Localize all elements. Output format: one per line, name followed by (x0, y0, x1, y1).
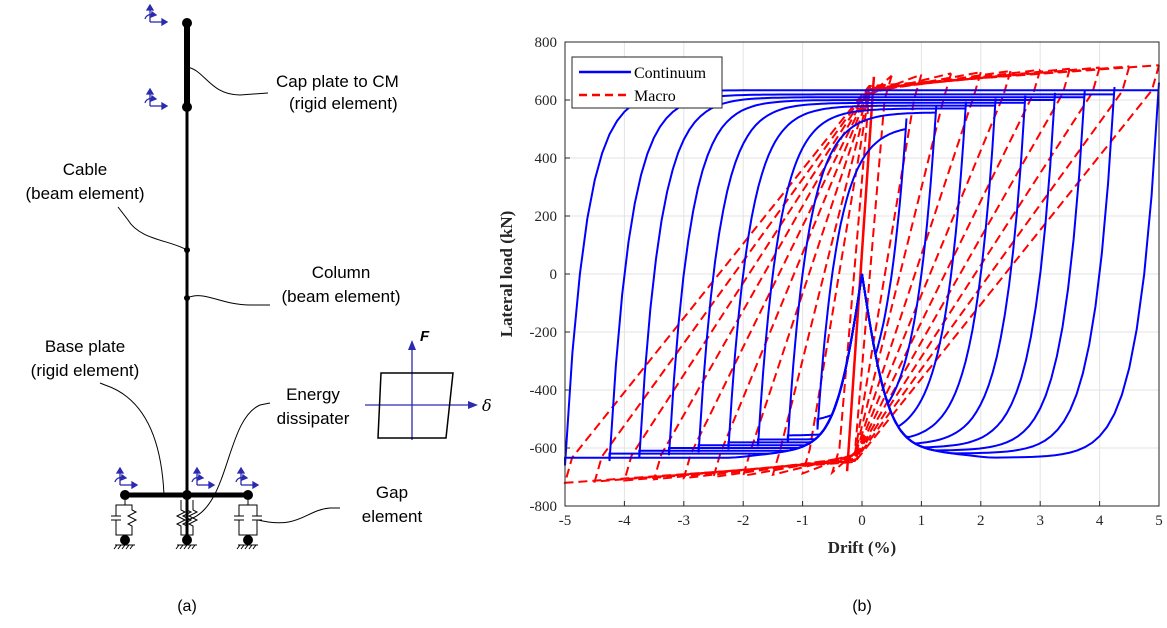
x-tick-label: -3 (678, 513, 691, 529)
y-tick-label: -200 (530, 325, 558, 341)
label-column-1: Column (312, 263, 371, 282)
label-cap-plate-2: (rigid element) (289, 94, 398, 113)
x-tick-label: 4 (1096, 513, 1104, 529)
gap-element-right (234, 500, 262, 540)
x-axis-label: Drift (%) (828, 538, 896, 557)
label-base-plate-1: Base plate (45, 337, 125, 356)
node-base-center (182, 490, 192, 500)
macro-loop (623, 66, 1101, 482)
legend-macro-label: Macro (634, 88, 676, 105)
y-tick-label: 600 (535, 93, 558, 109)
displacement-symbol: δ (482, 396, 492, 415)
node-base-right (243, 490, 253, 500)
y-tick-label: 0 (550, 267, 558, 283)
gap-element-left (111, 500, 138, 540)
continuum-loop (816, 118, 908, 430)
x-tick-label: 0 (858, 513, 866, 529)
ground-hatch (113, 544, 258, 550)
y-tick-label: -400 (530, 383, 558, 399)
node-ground-center (182, 535, 192, 545)
hysteresis-chart: -5 -4 -3 -2 -1 0 1 2 3 4 5 -800 -600 -400 -200 0 200 400 6… (497, 35, 1163, 615)
x-tick-label: 5 (1155, 513, 1163, 529)
label-cable-2: (beam element) (25, 184, 144, 203)
legend-box (571, 56, 723, 109)
y-tick-label: 200 (535, 209, 558, 225)
model-diagram: Cap plate to CM (rigid element) Cable (b… (25, 3, 492, 615)
x-tick-label: -1 (796, 513, 809, 529)
x-tick-label: -5 (559, 513, 572, 529)
legend: Continuum Macro (571, 56, 723, 109)
panel-label-b: (b) (852, 598, 872, 615)
label-cable-1: Cable (63, 160, 107, 179)
label-cap-plate-1: Cap plate to CM (276, 72, 399, 91)
leader-lines (99, 66, 340, 524)
y-tick-label: -800 (530, 499, 558, 515)
macro-loop (652, 67, 1071, 481)
label-gap-1: Gap (376, 483, 408, 502)
panel-label-a: (a) (177, 598, 197, 615)
label-energy-2: dissipater (277, 409, 350, 428)
dof-arrows-icon (114, 3, 260, 490)
y-axis-label: Lateral load (kN) (497, 211, 516, 338)
label-energy-1: Energy (286, 385, 340, 404)
energy-dissipater-spring (175, 500, 199, 536)
label-gap-2: element (362, 507, 423, 526)
node-cap (182, 102, 192, 112)
force-symbol: F (420, 328, 430, 345)
x-tick-label: 2 (977, 513, 985, 529)
x-tick-label: 1 (918, 513, 926, 529)
label-column-2: (beam element) (281, 287, 400, 306)
legend-continuum-label: Continuum (634, 65, 707, 82)
macro-loop (682, 68, 1042, 480)
y-tick-label: -600 (530, 441, 558, 457)
x-tick-label: -2 (737, 513, 750, 529)
x-tick-label: -4 (618, 513, 631, 529)
node-base-left (120, 490, 130, 500)
ticks: -5 -4 -3 -2 -1 0 1 2 3 4 5 -800 -600 -400 -200 0 200 400 6… (530, 35, 1163, 529)
x-tick-label: 3 (1036, 513, 1044, 529)
label-base-plate-2: (rigid element) (31, 361, 140, 380)
y-tick-label: 800 (535, 35, 558, 51)
macro-elastic-branch (845, 76, 876, 472)
y-tick-label: 400 (535, 151, 558, 167)
force-displacement-icon: F δ (365, 328, 492, 440)
node-top (182, 18, 192, 28)
